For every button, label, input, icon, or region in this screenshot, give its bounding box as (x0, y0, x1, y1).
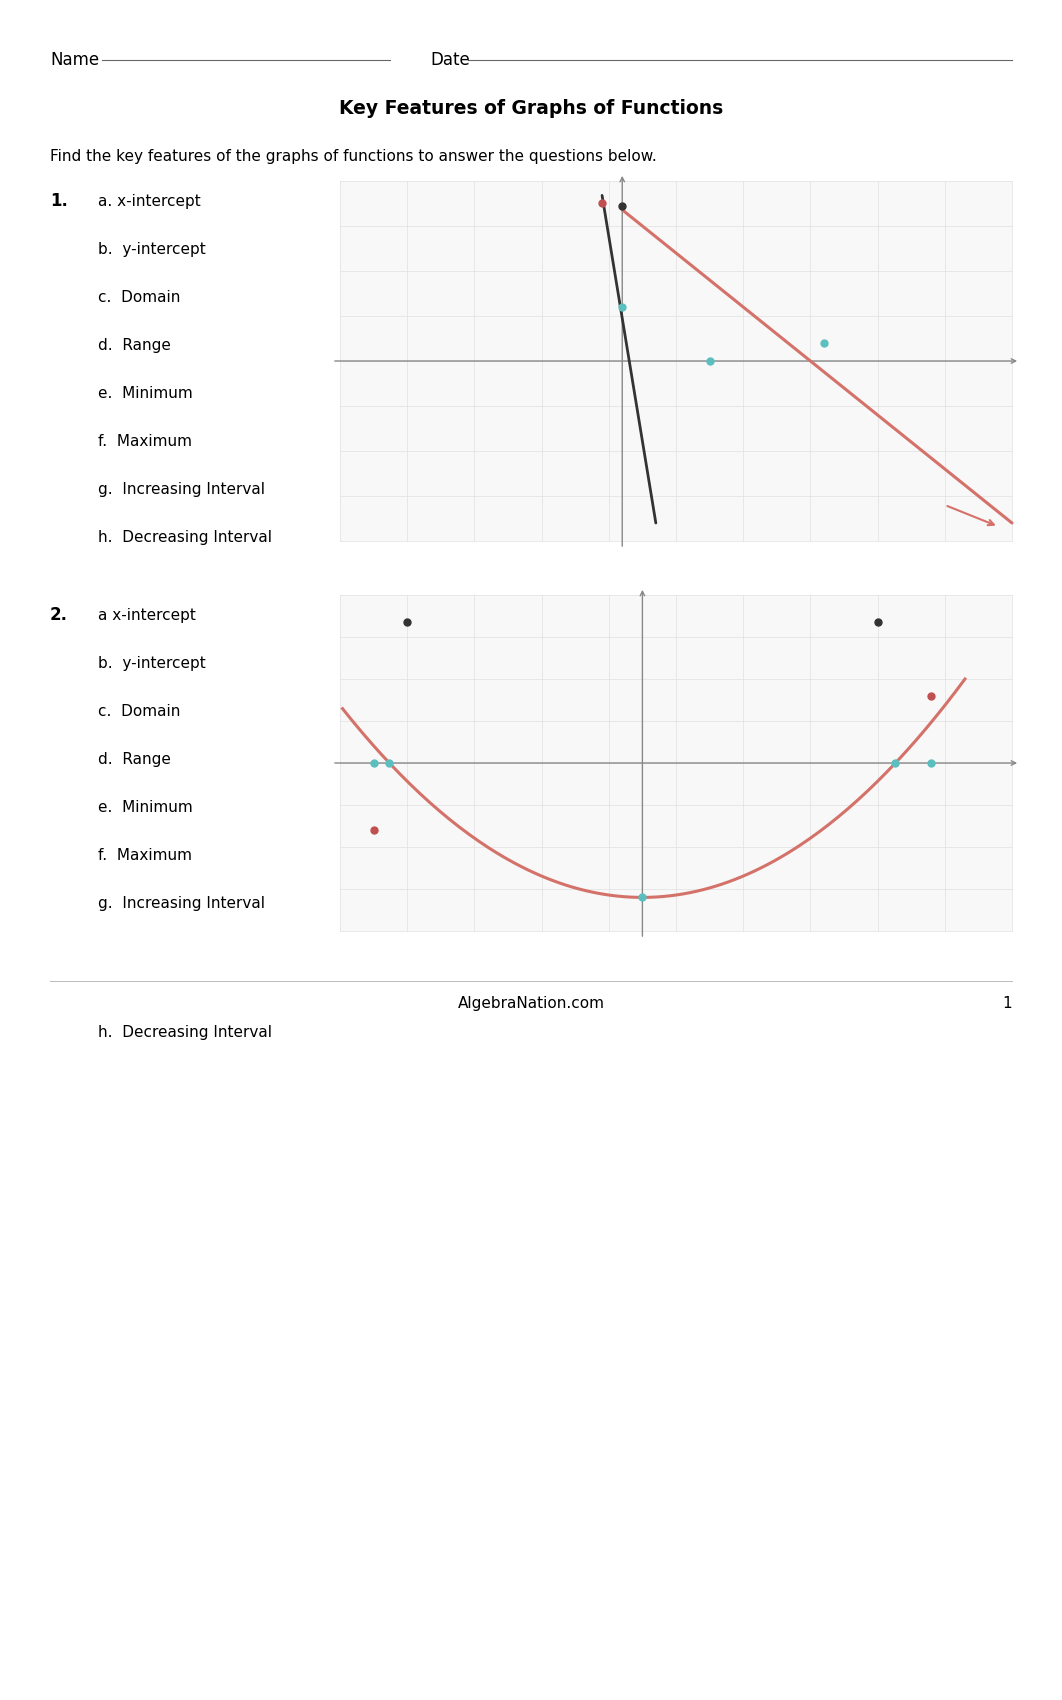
Text: a x-intercept: a x-intercept (98, 607, 195, 622)
Text: e.  Minimum: e. Minimum (98, 799, 192, 814)
Text: Find the key features of the graphs of functions to answer the questions below.: Find the key features of the graphs of f… (50, 148, 656, 163)
Text: d.  Range: d. Range (98, 751, 171, 767)
Text: Date: Date (430, 51, 469, 70)
Bar (340, 180, 1012, 541)
Text: d.  Range: d. Range (98, 338, 171, 352)
Text: f.  Maximum: f. Maximum (98, 848, 192, 862)
Text: 1.: 1. (50, 192, 68, 211)
Text: g.  Increasing Interval: g. Increasing Interval (98, 896, 266, 911)
Text: 2.: 2. (50, 605, 68, 624)
Text: h.  Decreasing Interval: h. Decreasing Interval (98, 1025, 272, 1040)
Text: g.  Increasing Interval: g. Increasing Interval (98, 481, 266, 496)
Text: a. x-intercept: a. x-intercept (98, 194, 201, 209)
Text: f.  Maximum: f. Maximum (98, 434, 192, 449)
Text: 1: 1 (1003, 996, 1012, 1010)
Text: Key Features of Graphs of Functions: Key Features of Graphs of Functions (339, 99, 723, 117)
Bar (340, 595, 1012, 932)
Text: Name: Name (50, 51, 99, 70)
Text: h.  Decreasing Interval: h. Decreasing Interval (98, 529, 272, 544)
Text: AlgebraNation.com: AlgebraNation.com (458, 996, 604, 1010)
Text: b.  y-intercept: b. y-intercept (98, 656, 206, 670)
Text: c.  Domain: c. Domain (98, 704, 181, 719)
Text: b.  y-intercept: b. y-intercept (98, 241, 206, 257)
Text: e.  Minimum: e. Minimum (98, 386, 192, 401)
Text: c.  Domain: c. Domain (98, 289, 181, 304)
